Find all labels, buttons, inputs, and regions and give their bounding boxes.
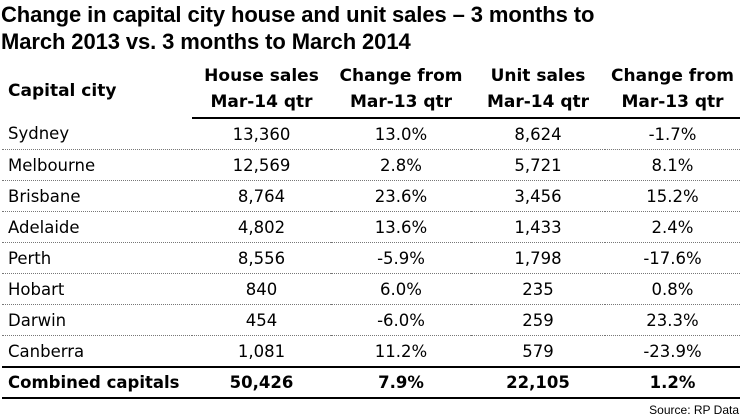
header-unit-sales-line-1: Unit sales [490, 66, 586, 86]
table-header: Capital city House sales Change from Uni… [2, 62, 740, 119]
total-row: Combined capitals 50,426 7.9% 22,105 1.2… [2, 366, 740, 399]
cell-unit-change: -1.7% [605, 118, 740, 150]
cell-house-sales: 4,802 [192, 211, 331, 243]
cell-unit-sales: 8,624 [471, 118, 605, 150]
cell-house-change: 11.2% [331, 335, 471, 368]
chart-title-line-2: March 2013 vs. 3 months to March 2014 [1, 29, 411, 54]
cell-house-change: -5.9% [331, 242, 471, 274]
cell-house-sales: 12,569 [192, 149, 331, 181]
cell-city: Sydney [2, 118, 192, 150]
cell-city: Hobart [2, 273, 192, 305]
cell-house-change: 23.6% [331, 180, 471, 212]
header-house-sales-line-1: House sales [204, 66, 319, 86]
header-unit-change-line-1: Change from [611, 66, 734, 86]
total-house-change: 7.9% [331, 366, 471, 399]
cell-unit-change: -23.9% [605, 335, 740, 368]
header-house-change-line-2: Mar-13 qtr [331, 89, 471, 119]
chart-title: Change in capital city house and unit sa… [1, 1, 741, 55]
total-unit-sales: 22,105 [471, 366, 605, 399]
total-house-sales: 50,426 [192, 366, 331, 399]
table-row: Melbourne 12,569 2.8% 5,721 8.1% [2, 149, 740, 181]
cell-city: Melbourne [2, 149, 192, 181]
cell-unit-sales: 259 [471, 304, 605, 336]
cell-city: Canberra [2, 335, 192, 368]
header-row-1: Capital city House sales Change from Uni… [2, 62, 740, 101]
cell-house-change: -6.0% [331, 304, 471, 336]
cell-unit-change: 15.2% [605, 180, 740, 212]
cell-city: Adelaide [2, 211, 192, 243]
table-row: Hobart 840 6.0% 235 0.8% [2, 273, 740, 305]
cell-house-sales: 840 [192, 273, 331, 305]
cell-unit-change: 2.4% [605, 211, 740, 243]
table-row: Brisbane 8,764 23.6% 3,456 15.2% [2, 180, 740, 212]
cell-city: Darwin [2, 304, 192, 336]
table-body: Sydney 13,360 13.0% 8,624 -1.7% Melbourn… [2, 118, 740, 399]
capital-city-sales-table: Capital city House sales Change from Uni… [2, 62, 740, 399]
table-row: Darwin 454 -6.0% 259 23.3% [2, 304, 740, 336]
header-unit-sales-line-2: Mar-14 qtr [471, 89, 605, 119]
table-row: Canberra 1,081 11.2% 579 -23.9% [2, 335, 740, 368]
cell-unit-change: 8.1% [605, 149, 740, 181]
cell-house-sales: 13,360 [192, 118, 331, 150]
cell-unit-sales: 1,433 [471, 211, 605, 243]
cell-house-change: 13.6% [331, 211, 471, 243]
cell-house-change: 2.8% [331, 149, 471, 181]
cell-unit-sales: 579 [471, 335, 605, 368]
cell-unit-change: 0.8% [605, 273, 740, 305]
cell-house-sales: 8,556 [192, 242, 331, 274]
cell-house-sales: 454 [192, 304, 331, 336]
header-house-change-line-1: Change from [339, 66, 463, 86]
chart-title-line-1: Change in capital city house and unit sa… [1, 2, 595, 27]
cell-house-change: 13.0% [331, 118, 471, 150]
cell-city: Perth [2, 242, 192, 274]
cell-unit-change: 23.3% [605, 304, 740, 336]
cell-house-sales: 1,081 [192, 335, 331, 368]
header-unit-change-line-2: Mar-13 qtr [605, 89, 740, 119]
cell-house-change: 6.0% [331, 273, 471, 305]
header-house-sales-line-2: Mar-14 qtr [192, 89, 331, 119]
table-row: Perth 8,556 -5.9% 1,798 -17.6% [2, 242, 740, 274]
cell-unit-sales: 3,456 [471, 180, 605, 212]
header-capital-city: Capital city [8, 80, 117, 101]
cell-unit-sales: 1,798 [471, 242, 605, 274]
table-row: Sydney 13,360 13.0% 8,624 -1.7% [2, 118, 740, 150]
cell-unit-change: -17.6% [605, 242, 740, 274]
header-row-2: Mar-14 qtr Mar-13 qtr Mar-14 qtr Mar-13 … [2, 89, 740, 119]
cell-city: Brisbane [2, 180, 192, 212]
cell-unit-sales: 235 [471, 273, 605, 305]
source-note: Source: RP Data [649, 403, 739, 417]
total-unit-change: 1.2% [605, 366, 740, 399]
total-city: Combined capitals [2, 366, 192, 399]
table-row: Adelaide 4,802 13.6% 1,433 2.4% [2, 211, 740, 243]
cell-unit-sales: 5,721 [471, 149, 605, 181]
cell-house-sales: 8,764 [192, 180, 331, 212]
